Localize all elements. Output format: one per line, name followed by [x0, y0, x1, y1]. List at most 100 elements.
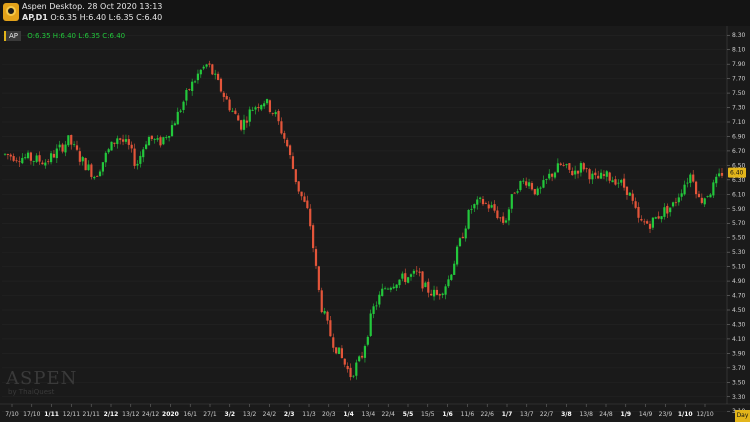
candle-body: [156, 138, 159, 140]
candle-body: [611, 180, 614, 183]
x-tick-label: 13/7: [520, 411, 534, 418]
legend-symbol-badge[interactable]: AP: [4, 31, 22, 41]
candle-body: [620, 180, 623, 183]
x-tick-label: 5/5: [403, 411, 414, 418]
candle-body: [510, 194, 513, 209]
y-tick-label: 7.30: [732, 105, 746, 112]
candle-body: [381, 288, 384, 297]
candle-body: [435, 289, 439, 295]
y-tick-label: 3.30: [732, 394, 746, 401]
candle-body: [136, 163, 139, 166]
candle-body: [182, 101, 185, 110]
candle-body: [317, 266, 320, 290]
candle-body: [277, 110, 280, 122]
candle-body: [418, 271, 421, 273]
candle-body: [461, 236, 464, 239]
candle-body: [404, 273, 407, 283]
candle-body: [265, 99, 269, 104]
candle-body: [551, 173, 554, 177]
aspen-logo-icon: [3, 3, 19, 21]
candle-body: [479, 197, 482, 199]
candle-body: [441, 293, 444, 295]
candle-body: [52, 153, 56, 158]
candle-body: [205, 64, 208, 67]
candle-body: [237, 115, 240, 121]
chart-header: Aspen Desktop. 28 Oct 2020 13:13 AP,D1 O…: [0, 0, 750, 26]
x-tick-label: 16/1: [183, 411, 197, 418]
candle-body: [260, 105, 263, 110]
candle-body: [392, 286, 395, 289]
candle-body: [657, 216, 660, 219]
x-tick-label: 1/11: [44, 411, 59, 418]
x-tick-label: 22/6: [480, 411, 494, 418]
y-tick-label: 6.90: [732, 133, 746, 140]
candle-body: [614, 179, 617, 185]
candle-body: [568, 163, 571, 170]
candle-body: [455, 246, 459, 265]
y-tick-label: 6.10: [732, 191, 746, 198]
candle-body: [450, 274, 453, 280]
candle-body: [496, 210, 499, 219]
candle-body: [355, 362, 358, 376]
candle-body: [75, 145, 79, 150]
candle-body: [70, 134, 73, 145]
candle-body: [718, 173, 721, 177]
candle-body: [415, 270, 418, 272]
candle-body: [130, 144, 133, 149]
x-tick-label: 22/7: [540, 411, 554, 418]
candle-body: [473, 204, 476, 209]
candle-body: [671, 202, 675, 207]
candle-body: [335, 347, 338, 354]
candle-body: [219, 78, 223, 92]
y-tick-label: 3.90: [732, 350, 746, 357]
candle-body: [234, 110, 237, 114]
x-tick-label: 24/8: [599, 411, 613, 418]
candle-body: [257, 106, 260, 109]
candle-body: [309, 208, 312, 227]
x-tick-label: 11/6: [461, 411, 475, 418]
candle-body: [326, 311, 329, 321]
candle-body: [631, 193, 634, 201]
candle-body: [677, 197, 680, 203]
candle-body: [666, 205, 669, 214]
y-tick-label: 3.70: [732, 365, 746, 372]
x-tick-label: 12/10: [696, 411, 713, 418]
candle-body: [499, 217, 502, 219]
candle-body: [291, 156, 295, 169]
timeframe-day-button[interactable]: Day: [735, 410, 750, 422]
candle-body: [47, 161, 50, 163]
candle-body: [300, 191, 303, 197]
candle-body: [533, 189, 536, 195]
candle-body: [55, 148, 58, 159]
candle-body: [343, 358, 346, 365]
x-tick-label: 13/12: [122, 411, 139, 418]
candle-body: [467, 209, 470, 229]
candle-body: [597, 175, 600, 179]
candle-body: [6, 153, 9, 155]
candle-body: [90, 164, 93, 177]
candle-body: [191, 81, 194, 91]
candle-body: [421, 271, 424, 289]
candle-body: [254, 107, 257, 110]
candle-body: [412, 270, 415, 274]
y-tick-label: 8.10: [732, 47, 746, 54]
candle-body: [286, 139, 289, 147]
last-price-box: [728, 167, 746, 178]
candle-body: [121, 139, 125, 142]
candle-body: [119, 138, 122, 140]
candle-body: [147, 136, 151, 146]
candle-body: [536, 188, 539, 195]
candle-body: [516, 191, 519, 193]
candle-body: [323, 311, 326, 314]
candle-body: [280, 121, 283, 134]
x-tick-label: 13/8: [579, 411, 593, 418]
candle-body: [116, 138, 119, 145]
candle-body: [240, 120, 243, 130]
candle-body: [12, 156, 15, 161]
candle-body: [559, 163, 562, 166]
candle-body: [349, 367, 352, 378]
candle-body: [231, 110, 234, 112]
candle-body: [199, 69, 202, 75]
price-chart[interactable]: 8.30 8.10 7.90 7.70 7.50 7.30 7.10 6.90 6.70 6.50…: [0, 26, 750, 422]
candle-body: [93, 176, 96, 179]
